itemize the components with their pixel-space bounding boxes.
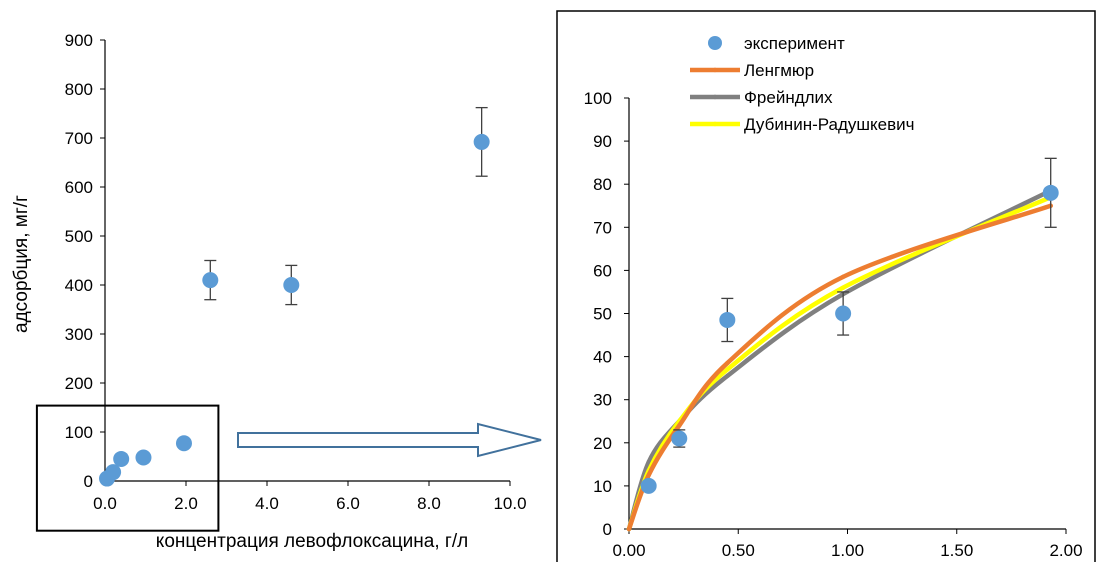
- right-y-tick-label: 40: [593, 348, 612, 367]
- legend-label: Дубинин-Радушкевич: [744, 115, 915, 134]
- left-tick-labels: 0 100 200 300 400 500 600 700 800 900 0.0 2.0 4.0 6.0…: [65, 31, 527, 513]
- left-y-axis-label: адсорбция, мг/г: [11, 195, 32, 333]
- right-axes: [624, 97, 1067, 534]
- right-x-tick-label: 0.00: [612, 541, 645, 560]
- right-tick-labels: 0 10 20 30 40 50 60 70 80 90 100 0.00 0.50 1.00 1.50 2.…: [584, 89, 1083, 560]
- right-y-tick-label: 100: [584, 89, 612, 108]
- left-data-point: [202, 272, 219, 289]
- left-x-tick-label: 4.0: [255, 494, 279, 513]
- series-marker-langmuir: [626, 526, 632, 532]
- right-x-tick-label: 2.00: [1049, 541, 1082, 560]
- left-data-point: [105, 464, 122, 481]
- legend-marker-langmuir: [712, 67, 718, 73]
- left-x-tick-label: 10.0: [493, 494, 526, 513]
- right-data-point: [640, 477, 657, 494]
- legend-marker-experiment: [708, 36, 722, 50]
- right-chart-frame: [556, 10, 1096, 562]
- zoom-region-box: [35, 404, 220, 532]
- left-x-tick-label: 0.0: [93, 494, 117, 513]
- left-y-tick-label: 900: [65, 31, 93, 50]
- left-y-tick-label: 200: [65, 374, 93, 393]
- right-data-point: [835, 305, 852, 322]
- series-marker-dubinin: [840, 285, 846, 290]
- right-y-tick-label: 50: [593, 305, 612, 324]
- left-y-tick-label: 400: [65, 276, 93, 295]
- right-data-point: [671, 430, 688, 447]
- right-chart: 0 10 20 30 40 50 60 70 80 90 100 0.00 0.50 1.00 1.50 2.…: [556, 10, 1096, 562]
- right-x-tick-label: 1.00: [831, 541, 864, 560]
- left-data-points: [99, 106, 490, 487]
- right-y-tick-label: 20: [593, 434, 612, 453]
- left-y-tick-label: 800: [65, 80, 93, 99]
- right-y-tick-label: 60: [593, 261, 612, 280]
- series-marker-langmuir: [725, 360, 730, 366]
- left-data-point: [473, 133, 490, 150]
- left-x-tick-label: 8.0: [417, 494, 441, 513]
- left-chart: 0 100 200 300 400 500 600 700 800 900 0.0 2.0 4.0 6.0…: [11, 31, 527, 552]
- left-x-tick-label: 6.0: [336, 494, 360, 513]
- right-y-tick-label: 80: [593, 175, 612, 194]
- right-legend: эксперимент Ленгмюр Фрейндлих Дубинин-Радуш…: [690, 34, 915, 134]
- left-y-tick-label: 700: [65, 129, 93, 148]
- left-y-tick-label: 100: [65, 423, 93, 442]
- series-line-dubinin: [626, 194, 1053, 532]
- right-y-tick-label: 0: [603, 520, 612, 539]
- left-x-axis-label: концентрация левофлоксацина, г/л: [156, 531, 468, 552]
- right-y-tick-label: 30: [593, 391, 612, 410]
- left-data-point: [135, 449, 152, 466]
- left-axes: [100, 39, 511, 486]
- series-marker-freundlich: [646, 459, 651, 465]
- right-x-tick-label: 1.50: [940, 541, 973, 560]
- right-x-tick-label: 0.50: [722, 541, 755, 560]
- left-data-point: [283, 277, 300, 293]
- legend-label: эксперимент: [744, 34, 845, 53]
- left-y-tick-label: 500: [65, 227, 93, 246]
- right-y-tick-label: 70: [593, 218, 612, 237]
- right-model-lines: [626, 188, 1053, 532]
- left-data-point: [175, 435, 192, 452]
- right-data-points: [640, 157, 1059, 494]
- series-line-freundlich: [626, 188, 1053, 532]
- series-marker-langmuir: [677, 423, 682, 428]
- left-y-tick-label: 600: [65, 178, 93, 197]
- right-y-tick-label: 10: [593, 477, 612, 496]
- legend-label: Ленгмюр: [744, 61, 814, 80]
- series-marker-langmuir: [840, 274, 846, 280]
- left-data-point: [113, 450, 130, 467]
- legend-marker-dubinin: [712, 121, 718, 127]
- legend-label: Фрейндлих: [744, 88, 833, 107]
- left-x-tick-label: 2.0: [174, 494, 198, 513]
- right-data-point: [719, 311, 736, 328]
- left-y-tick-label: 0: [84, 472, 93, 491]
- legend-marker-freundlich: [712, 94, 718, 100]
- series-marker-freundlich: [725, 373, 730, 379]
- series-line-langmuir: [626, 203, 1053, 532]
- right-data-point: [1042, 184, 1059, 201]
- right-y-tick-label: 90: [593, 132, 612, 151]
- series-marker-dubinin: [725, 367, 730, 372]
- left-y-tick-label: 300: [65, 325, 93, 344]
- series-marker-langmuir: [646, 472, 651, 478]
- zoom-arrow: [237, 422, 542, 458]
